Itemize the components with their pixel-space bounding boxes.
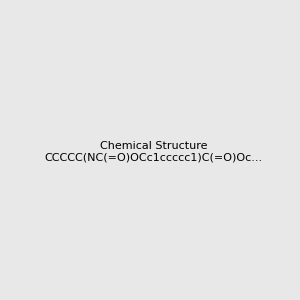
Text: Chemical Structure
CCCCC(NC(=O)OCc1ccccc1)C(=O)Oc...: Chemical Structure CCCCC(NC(=O)OCc1ccccc… bbox=[45, 141, 263, 162]
